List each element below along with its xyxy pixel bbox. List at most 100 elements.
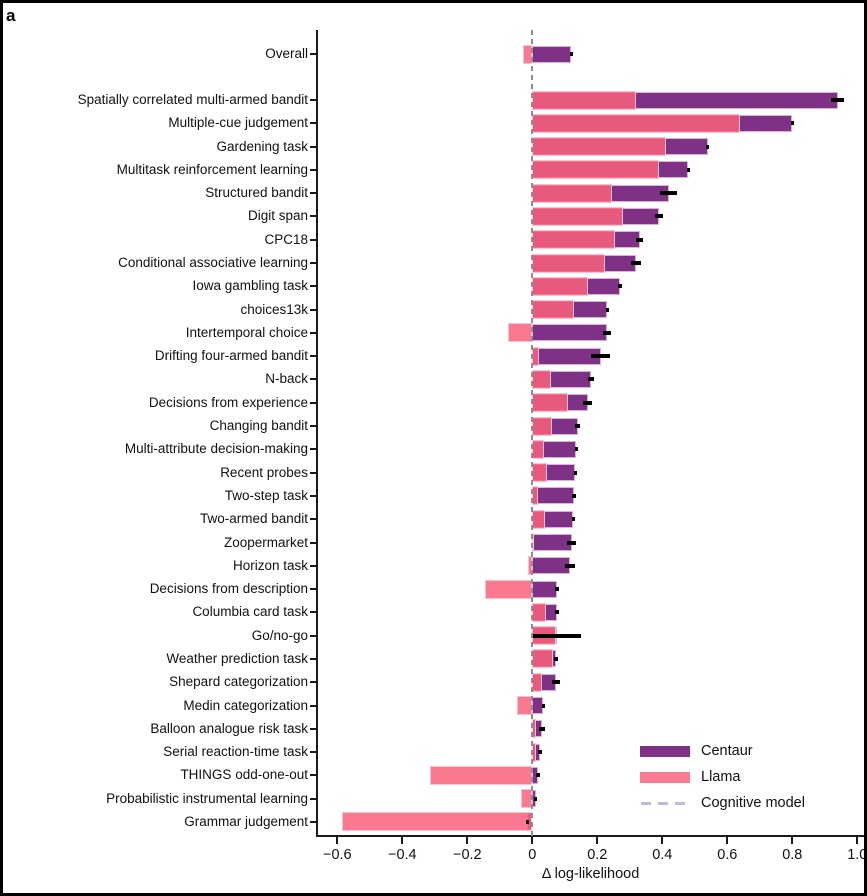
error-bar (536, 773, 541, 778)
row-label: Decisions from experience (148, 394, 308, 410)
bar-llama (532, 393, 569, 413)
row-label: Horizon task (232, 557, 308, 573)
bar-llama (532, 90, 637, 110)
zero-baseline-dashed-line (531, 30, 534, 836)
error-bar (831, 98, 845, 102)
error-bar (571, 517, 575, 522)
row-label: Structured bandit (205, 185, 308, 201)
y-tick (310, 285, 317, 288)
error-bar (574, 447, 578, 452)
y-tick (310, 215, 317, 218)
row-label: Changing bandit (209, 418, 308, 434)
bar-llama (532, 113, 741, 133)
row-label: N-back (265, 371, 308, 387)
error-bar (554, 610, 560, 615)
error-bar (590, 354, 611, 359)
bar-llama (532, 509, 545, 529)
y-tick (310, 634, 317, 637)
error-bar (533, 633, 581, 638)
bar-llama (532, 416, 553, 436)
row-label: Multi-attribute decision-making (124, 441, 308, 457)
x-tick (401, 837, 404, 844)
error-bar (605, 307, 609, 312)
x-tick-label: −0.2 (452, 847, 482, 863)
legend-label-cognitive-model: Cognitive model (701, 795, 805, 811)
y-tick (310, 145, 317, 148)
x-tick (531, 837, 534, 844)
x-tick (726, 837, 729, 844)
error-bar (790, 121, 794, 126)
legend-label-llama: Llama (701, 769, 741, 785)
bar-llama (532, 672, 543, 692)
y-tick (310, 331, 317, 334)
row-label: THINGS odd-one-out (180, 767, 308, 783)
error-bar (686, 167, 690, 172)
y-tick (310, 657, 317, 660)
error-bar (534, 796, 538, 801)
y-tick (310, 471, 317, 474)
bar-llama (341, 812, 533, 832)
error-bar (635, 237, 644, 242)
row-label: Two-step task (224, 487, 308, 503)
y-tick (310, 797, 317, 800)
bar-llama (532, 463, 547, 483)
bar-llama (532, 230, 615, 250)
x-tick-label: −0.6 (322, 847, 352, 863)
error-bar (542, 703, 546, 708)
y-tick (310, 774, 317, 777)
error-bar (618, 284, 622, 289)
error-bar (571, 493, 576, 498)
error-bar (587, 377, 594, 382)
x-axis-spine (316, 835, 864, 837)
bar-llama (532, 276, 588, 296)
error-bar (539, 726, 545, 731)
error-bar (573, 470, 577, 475)
bar-llama (532, 602, 546, 622)
error-bar (565, 563, 575, 568)
error-bar (575, 424, 581, 429)
y-tick (310, 53, 317, 55)
row-label: CPC18 (264, 231, 308, 247)
x-tick-label: 1.0 (847, 847, 867, 863)
legend-label-centaur: Centaur (701, 743, 753, 759)
y-tick (310, 262, 317, 265)
row-label: Columbia card task (192, 604, 308, 620)
error-bar (553, 656, 559, 661)
row-label: Probabilistic instrumental learning (106, 790, 308, 806)
row-label: choices13k (240, 301, 308, 317)
y-tick (310, 727, 317, 730)
row-label: Drifting four-armed bandit (154, 348, 308, 364)
error-bar (603, 330, 611, 335)
row-label: Overall (265, 46, 308, 61)
y-axis-spine (316, 30, 318, 836)
y-tick (310, 99, 317, 101)
bar-chart: Δ log-likelihood Centaur Llama Cognitive m… (3, 3, 864, 893)
y-tick (310, 308, 317, 311)
bar-llama (484, 579, 533, 599)
x-tick-label: −0.4 (387, 847, 417, 863)
row-label: Shepard categorization (169, 674, 308, 690)
row-label: Iowa gambling task (192, 278, 308, 294)
row-label: Multitask reinforcement learning (116, 161, 308, 177)
x-tick (596, 837, 599, 844)
bar-centaur (532, 557, 570, 575)
row-label: Spatially correlated multi-armed bandit (77, 92, 308, 107)
y-tick (310, 425, 317, 428)
y-tick (310, 122, 317, 125)
bar-llama (532, 160, 660, 180)
row-label: Grammar judgement (184, 813, 308, 829)
x-tick (466, 837, 469, 844)
y-tick (310, 681, 317, 684)
y-tick (310, 378, 317, 381)
x-tick (856, 837, 859, 844)
y-tick (310, 611, 317, 614)
bar-llama (429, 765, 533, 785)
bar-llama (532, 369, 552, 389)
error-bar (552, 680, 560, 685)
row-label: Conditional associative learning (118, 255, 308, 271)
row-label: Zoopermarket (223, 534, 308, 550)
legend-swatch-llama (640, 771, 690, 783)
row-label: Medin categorization (183, 697, 308, 713)
y-tick (310, 588, 317, 591)
